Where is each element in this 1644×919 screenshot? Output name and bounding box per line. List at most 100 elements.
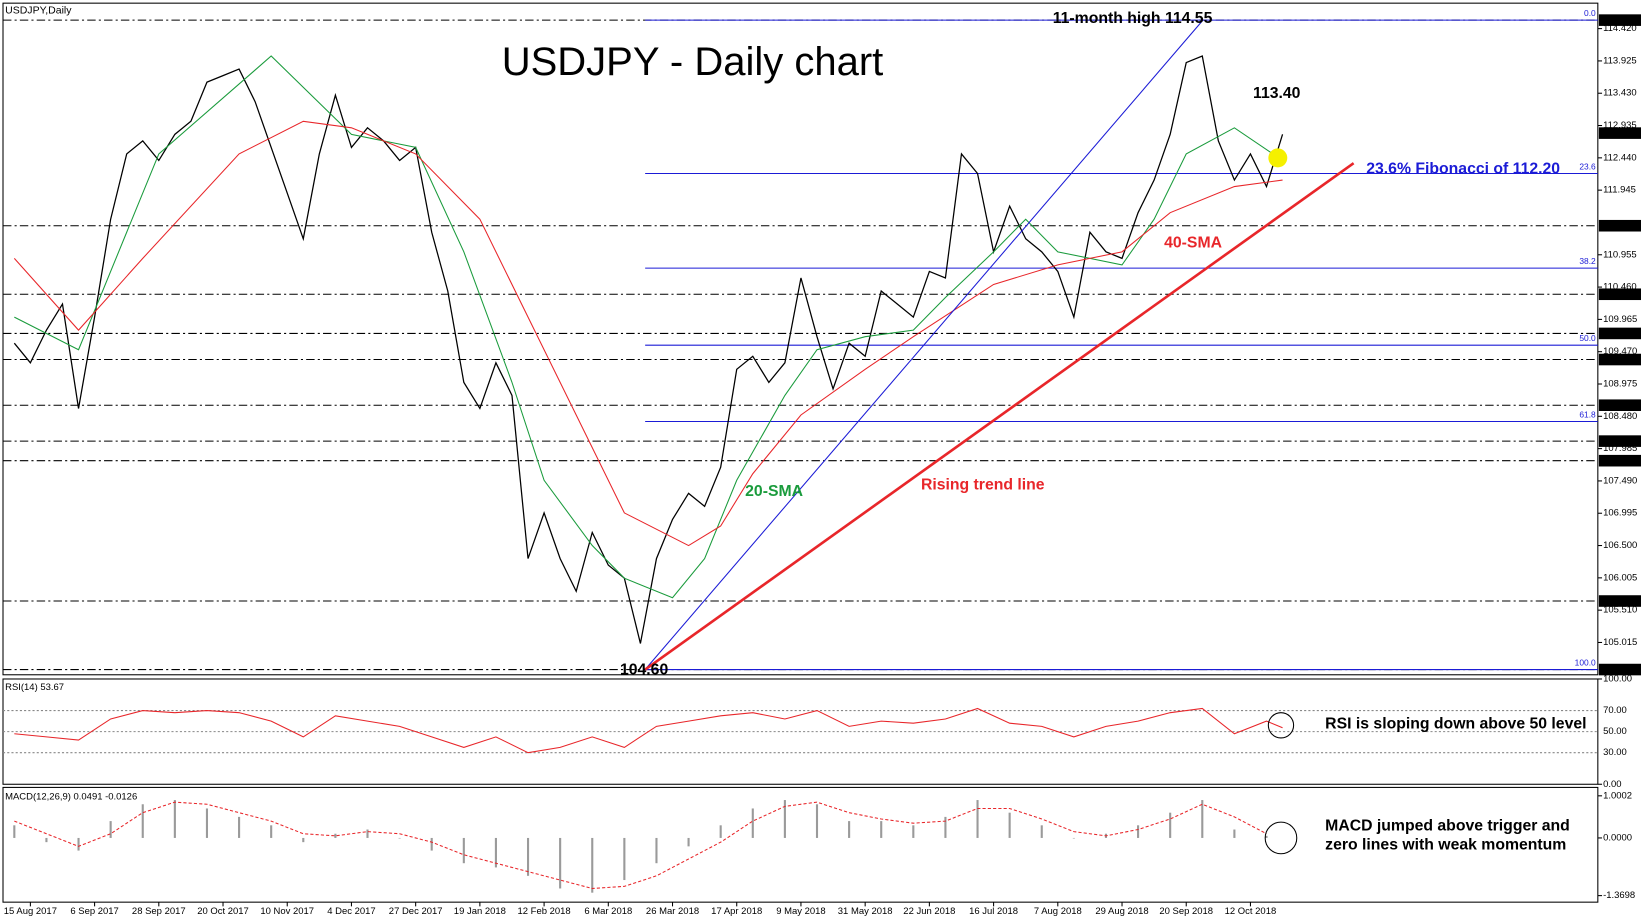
y-tick-label: 105.015: [1603, 637, 1637, 648]
last-price-label: 112.819: [1602, 128, 1636, 139]
level-label: 109.350: [1602, 354, 1636, 365]
highlight-dot: [1268, 148, 1288, 168]
macd-bar: [783, 800, 786, 838]
macd-bar: [1169, 812, 1172, 838]
macd-bar: [1008, 812, 1011, 838]
rsi-line: [14, 707, 1283, 754]
macd-bar: [1137, 825, 1140, 838]
y-tick-label: 114.420: [1603, 23, 1637, 34]
fib-label: 100.0: [1575, 657, 1596, 667]
sma-line: [14, 55, 1283, 599]
rsi-panel: [2, 678, 1599, 785]
annotation: 40-SMA: [1164, 234, 1222, 251]
macd-bar: [719, 825, 722, 838]
plot-layer: 114.420 113.925 113.430 112.935 112.440 111.9…: [3, 8, 1641, 917]
annotation: Rising trend line: [921, 476, 1045, 493]
y-tick-label: 113.925: [1603, 55, 1637, 66]
macd-tick-label: -1.3698: [1603, 890, 1635, 901]
level-label: 108.650: [1602, 400, 1636, 411]
macd-bar: [1265, 835, 1268, 838]
macd-signal: [14, 801, 1267, 890]
rsi-circle: [1267, 712, 1295, 739]
macd-bar: [366, 829, 369, 838]
macd-bar: [623, 837, 626, 881]
macd-bar: [591, 837, 594, 893]
x-tick-label: 4 Dec 2017: [327, 906, 375, 917]
y-tick-label: 112.440: [1603, 152, 1637, 163]
rsi-tick-label: 100.00: [1603, 673, 1632, 684]
y-tick-label: 109.965: [1603, 314, 1637, 325]
rsi-title: RSI(14) 53.67: [5, 682, 64, 693]
level-box: [1598, 327, 1641, 340]
rsi-tick-label: 70.00: [1603, 705, 1627, 716]
y-tick-label: 110.460: [1603, 282, 1637, 293]
level-box: [1598, 288, 1641, 301]
y-tick-label: 108.480: [1603, 411, 1637, 422]
macd-bar: [751, 808, 754, 838]
macd-bar: [77, 837, 80, 851]
y-tick-label: 113.430: [1603, 88, 1637, 99]
macd-title: MACD(12,26,9) 0.0491 -0.0126: [5, 791, 137, 802]
x-tick-label: 6 Sep 2017: [70, 906, 118, 917]
rising-trend-line: [644, 162, 1355, 671]
macd-bar: [334, 833, 337, 838]
macd-bar: [880, 821, 883, 838]
macd-bar: [270, 825, 273, 838]
level-label: 105.650: [1602, 596, 1636, 607]
price-line: [13, 55, 1284, 644]
y-tick-label: 106.005: [1603, 572, 1637, 583]
level-label: 109.750: [1602, 328, 1636, 339]
y-tick-label: 105.510: [1603, 605, 1637, 616]
fib-label: 0.0: [1584, 8, 1596, 18]
level-box: [1598, 219, 1641, 232]
x-tick-label: 12 Oct 2018: [1225, 906, 1277, 917]
x-tick-label: 22 Jun 2018: [903, 906, 955, 917]
macd-bar: [238, 816, 241, 838]
y-tick-label: 108.975: [1603, 379, 1637, 390]
macd-bar: [494, 837, 497, 868]
x-tick-label: 26 Mar 2018: [646, 906, 699, 917]
macd-bar: [1040, 825, 1043, 838]
x-tick-label: 28 Sep 2017: [132, 906, 186, 917]
level-box: [1598, 14, 1641, 26]
level-label: 111.400: [1602, 220, 1635, 231]
rsi-note: RSI is sloping down above 50 level: [1325, 715, 1586, 732]
annotation: 113.40: [1253, 85, 1301, 102]
y-tick-label: 106.995: [1603, 508, 1637, 519]
fib-label: 61.8: [1579, 409, 1596, 419]
x-tick-label: 12 Feb 2018: [517, 906, 570, 917]
y-tick-label: 112.935: [1603, 120, 1637, 131]
last-price-box: [1598, 127, 1641, 139]
level-box: [1598, 353, 1641, 366]
level-label: 108.100: [1602, 436, 1636, 447]
macd-bar: [1201, 800, 1204, 838]
level-box: [1598, 454, 1641, 467]
x-tick-label: 6 Mar 2018: [584, 906, 632, 917]
y-tick-label: 110.955: [1603, 249, 1637, 260]
annotation: 20-SMA: [745, 483, 803, 500]
macd-bar: [848, 821, 851, 838]
x-tick-label: 15 Aug 2017: [4, 906, 57, 917]
x-tick-label: 7 Aug 2018: [1034, 906, 1082, 917]
macd-bar: [655, 837, 658, 864]
fib-label: 38.2: [1579, 256, 1596, 266]
macd-bar: [141, 804, 144, 838]
level-label: 114.550: [1602, 15, 1636, 26]
x-tick-label: 20 Sep 2018: [1159, 906, 1213, 917]
x-tick-label: 29 Aug 2018: [1095, 906, 1148, 917]
macd-bar: [944, 816, 947, 838]
level-box: [1598, 663, 1641, 676]
macd-bar: [462, 837, 465, 864]
y-tick-label: 111.945: [1603, 185, 1636, 196]
macd-bar: [1072, 837, 1075, 839]
level-box: [1598, 435, 1641, 447]
x-tick-label: 31 May 2018: [838, 906, 893, 917]
macd-bar: [205, 808, 209, 838]
macd-bar: [976, 800, 979, 838]
level-label: 104.600: [1602, 664, 1636, 675]
macd-note: zero lines with weak momentum: [1325, 836, 1566, 853]
sma-line: [13, 120, 1283, 547]
macd-bar: [398, 837, 401, 839]
fib-label: 50.0: [1579, 333, 1596, 343]
